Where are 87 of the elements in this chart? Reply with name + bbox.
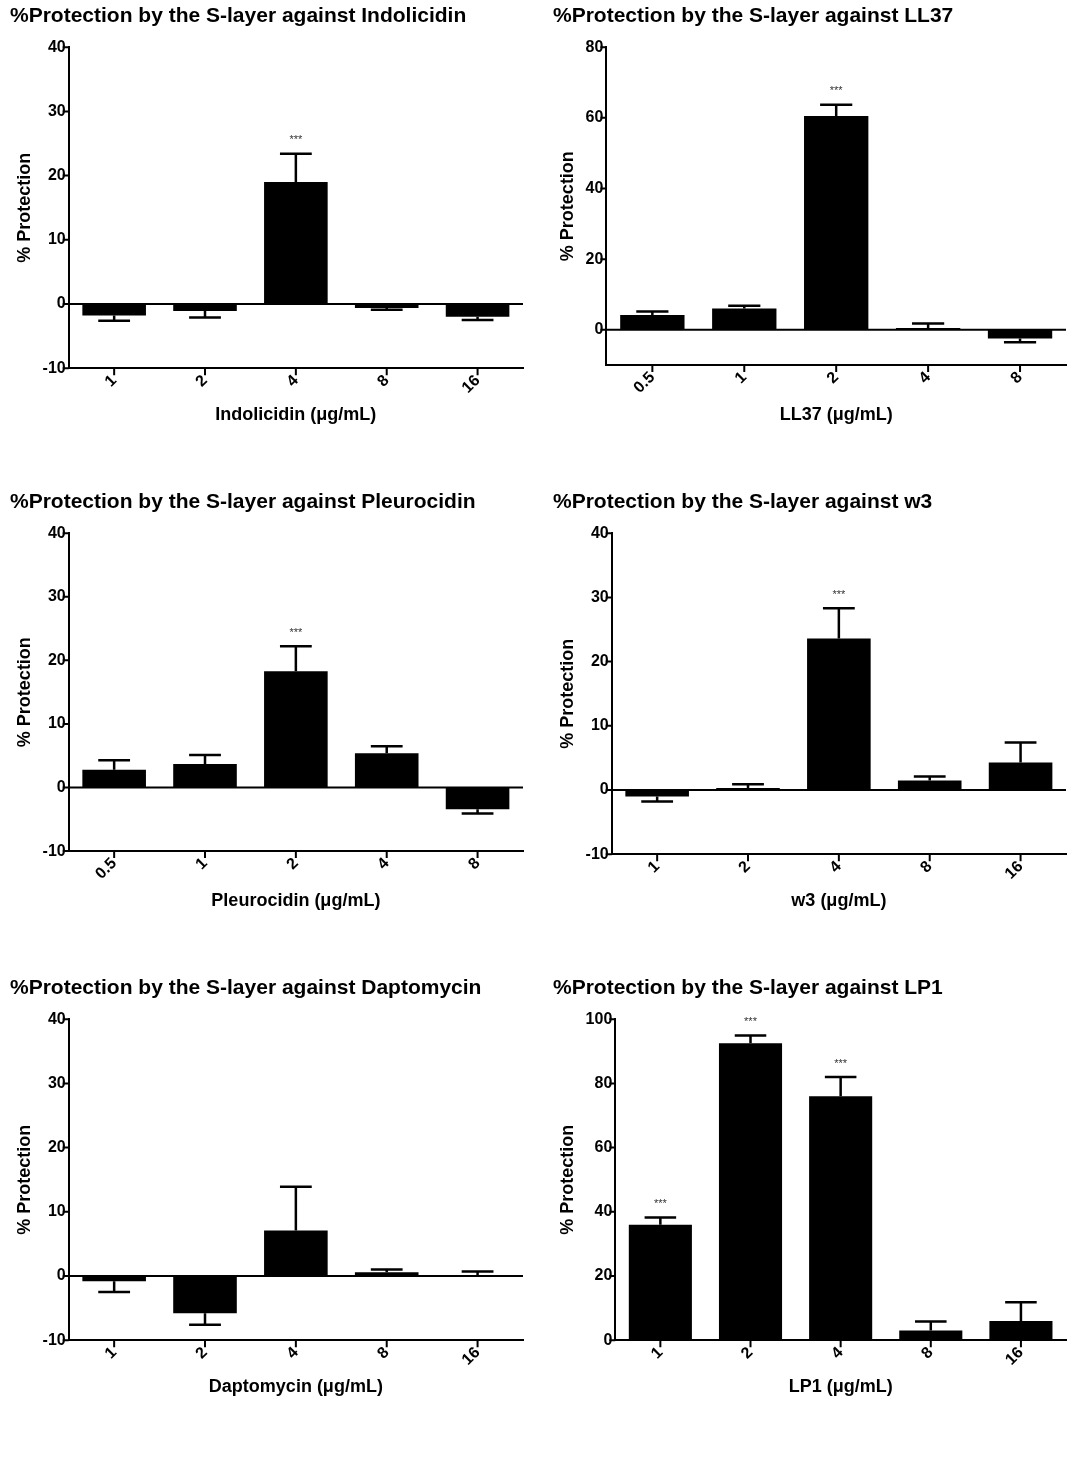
y-axis-title: % Protection	[13, 637, 34, 748]
x-tick-label: 4	[915, 368, 934, 387]
chart-title: %Protection by the S-layer against w3	[553, 489, 933, 513]
y-tick-label: 10	[47, 1202, 66, 1220]
y-tick-label: 10	[47, 714, 66, 732]
y-tick-label: 0	[594, 320, 604, 338]
y-tick-label: 40	[47, 523, 66, 541]
chart-title: %Protection by the S-layer against LP1	[553, 975, 944, 999]
y-tick-label: -10	[42, 1330, 66, 1348]
x-tick-label: 2	[737, 1343, 756, 1362]
x-tick-label: 0.5	[91, 854, 120, 882]
annotation: ***	[834, 1056, 848, 1069]
x-tick-label: 1	[731, 368, 750, 387]
x-tick-label: 8	[917, 1343, 937, 1362]
x-tick-label: 4	[827, 1343, 846, 1362]
y-axis-title: % Protection	[556, 151, 577, 262]
x-tick-label: 4	[282, 1343, 302, 1362]
y-tick-label: 20	[47, 166, 66, 184]
annotation: ***	[653, 1197, 668, 1210]
annotation: ***	[744, 1015, 758, 1028]
y-tick-label: 20	[585, 249, 604, 267]
y-tick-label: 20	[590, 652, 609, 670]
x-tick-label: 2	[191, 1343, 211, 1362]
y-tick-label: -10	[585, 844, 609, 862]
annotation: ***	[289, 625, 303, 638]
x-tick-label: 16	[458, 371, 483, 396]
chart-title: %Protection by the S-layer against Daptomycin	[10, 975, 482, 999]
y-tick-label: 30	[47, 101, 66, 119]
chart-title: %Protection by the S-layer against LL37	[553, 3, 954, 27]
annotation: ***	[832, 587, 846, 600]
y-tick-label: 40	[47, 1009, 66, 1027]
y-tick-label: 30	[590, 587, 609, 605]
x-tick-label: 1	[644, 857, 663, 876]
chart-title: %Protection by the S-layer against Indolicidin	[10, 3, 467, 27]
x-axis-title: Daptomycin (μg/mL)	[208, 1376, 383, 1397]
x-tick-label: 2	[734, 857, 754, 876]
y-tick-label: 40	[594, 1202, 613, 1220]
chart-title: %Protection by the S-layer against Pleurocidin	[10, 489, 476, 513]
x-tick-label: 2	[191, 371, 211, 390]
x-tick-label: 4	[825, 857, 845, 876]
y-tick-label: 40	[585, 178, 604, 196]
x-axis-title: w3 (μg/mL)	[790, 890, 887, 911]
y-tick-label: 0	[56, 777, 66, 795]
x-tick-label: 4	[373, 854, 393, 873]
x-tick-label: 1	[191, 854, 211, 873]
x-tick-label: 8	[916, 857, 936, 876]
x-axis-title: Pleurocidin (μg/mL)	[211, 890, 381, 911]
x-axis-title: Indolicidin (μg/mL)	[215, 404, 377, 425]
y-tick-label: 30	[47, 587, 66, 605]
x-axis-title: LP1 (μg/mL)	[788, 1376, 893, 1397]
x-tick-label: 8	[373, 371, 393, 390]
y-axis-title: % Protection	[556, 1124, 577, 1235]
annotation: ***	[829, 84, 844, 97]
x-tick-label: 16	[1001, 1343, 1027, 1368]
y-tick-label: 30	[47, 1073, 66, 1091]
x-tick-label: 1	[101, 371, 120, 390]
y-axis-title: % Protection	[13, 152, 34, 263]
x-tick-label: 16	[458, 1343, 483, 1368]
y-tick-label: 80	[585, 37, 604, 55]
y-tick-label: 40	[47, 37, 66, 55]
y-tick-label: 60	[594, 1138, 613, 1156]
y-tick-label: 10	[47, 230, 66, 248]
x-tick-label: 1	[101, 1343, 120, 1362]
y-axis-title: % Protection	[556, 638, 577, 749]
annotation: ***	[289, 133, 303, 146]
x-tick-label: 8	[373, 1343, 393, 1362]
x-tick-label: 0.5	[629, 368, 658, 396]
x-tick-label: 1	[647, 1343, 666, 1362]
y-axis-title: % Protection	[13, 1124, 34, 1235]
y-tick-label: 20	[47, 650, 66, 668]
y-tick-label: 100	[585, 1009, 613, 1027]
x-tick-label: 16	[1001, 857, 1026, 882]
y-tick-label: 80	[594, 1073, 613, 1091]
y-tick-label: -10	[42, 841, 66, 859]
y-tick-label: 40	[590, 523, 609, 541]
x-tick-label: 2	[823, 368, 842, 387]
x-tick-label: 2	[282, 854, 302, 873]
y-tick-label: -10	[42, 358, 66, 376]
y-tick-label: 60	[585, 108, 604, 126]
y-tick-label: 20	[594, 1266, 613, 1284]
y-tick-label: 20	[47, 1138, 66, 1156]
x-tick-label: 8	[1006, 368, 1026, 387]
x-tick-label: 8	[464, 854, 483, 873]
x-axis-title: LL37 (μg/mL)	[779, 404, 893, 425]
y-tick-label: 10	[590, 716, 609, 734]
x-tick-label: 4	[282, 371, 302, 390]
y-tick-label: 0	[603, 1330, 613, 1348]
